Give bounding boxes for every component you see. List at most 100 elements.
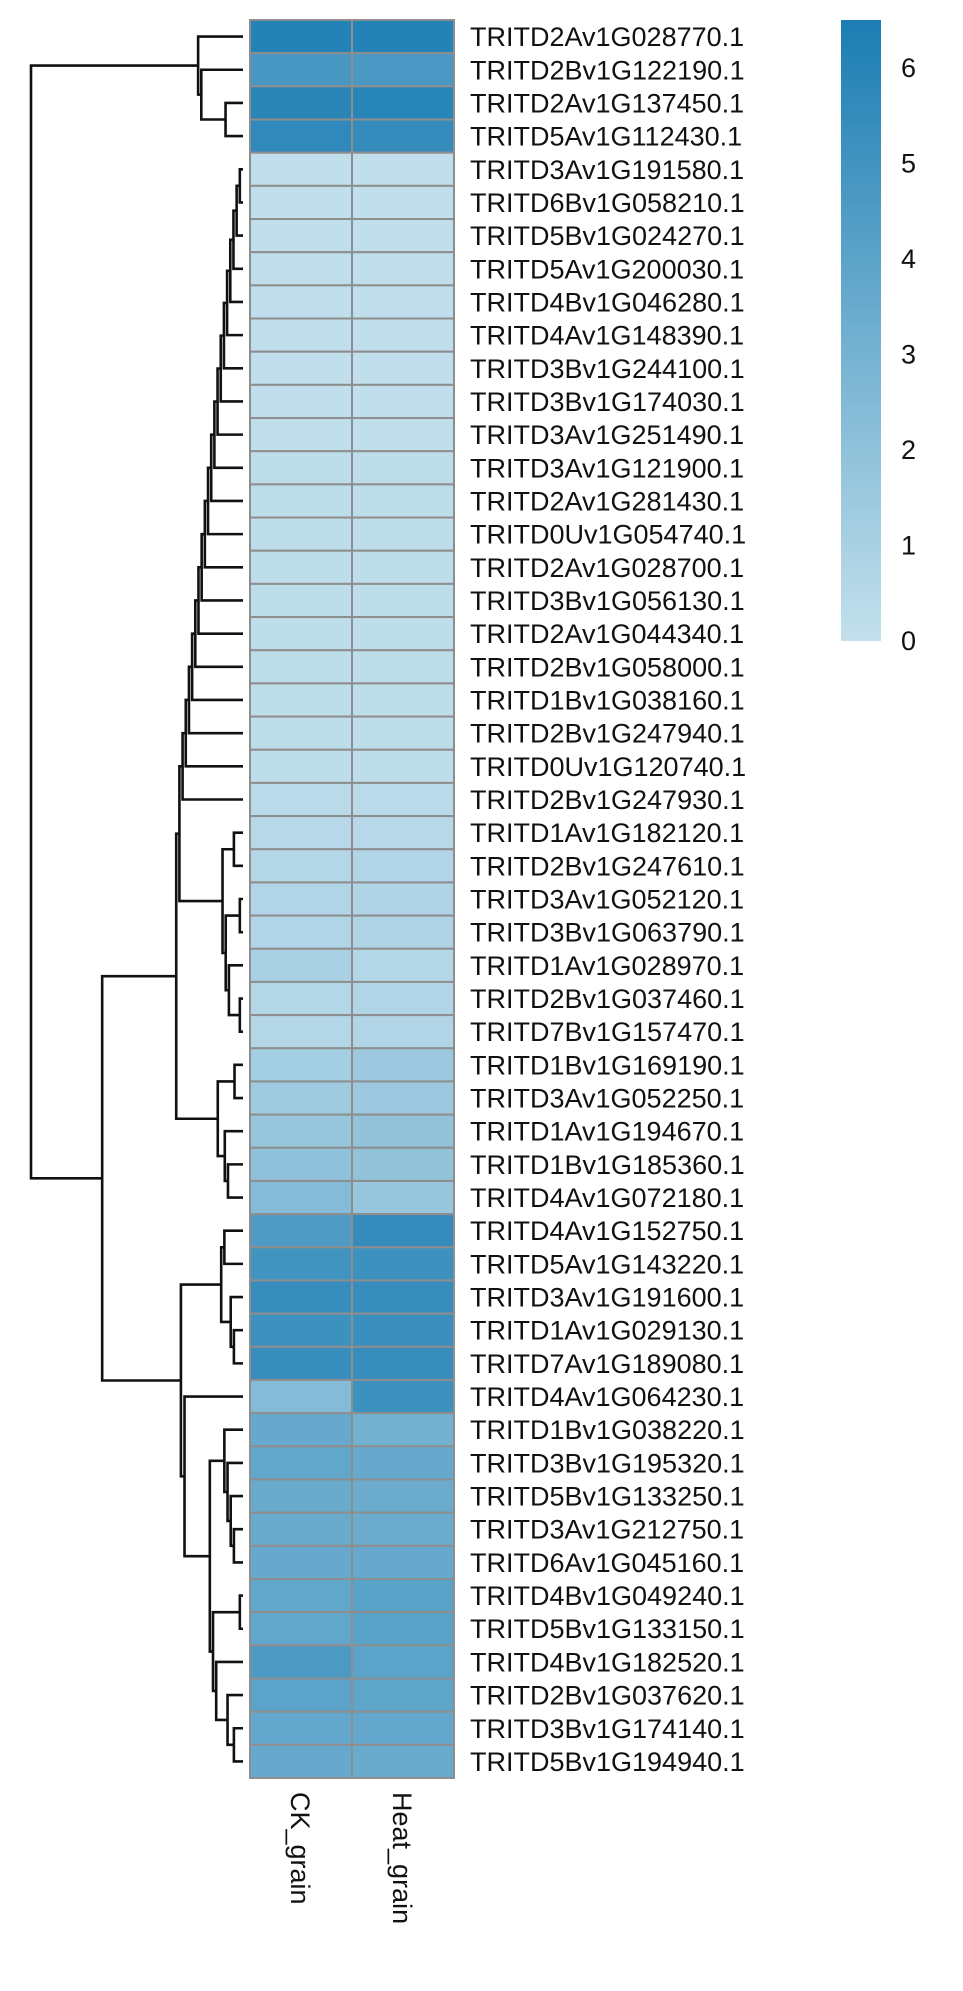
heatmap-cell <box>249 85 353 121</box>
heatmap-cell <box>249 184 353 221</box>
row-label: TRITD1Av1G194670.1 <box>470 1117 744 1147</box>
dendrogram-branch <box>229 1494 243 1548</box>
row-dendrogram <box>29 35 243 1763</box>
heatmap-cell <box>351 781 455 818</box>
heatmap-cell <box>351 1644 455 1680</box>
legend-tick-label: 2 <box>901 435 916 465</box>
heatmap-cell <box>351 1014 455 1050</box>
row-label: TRITD3Bv1G174140.1 <box>470 1714 745 1744</box>
row-label: TRITD4Av1G152750.1 <box>470 1216 744 1246</box>
row-labels: TRITD2Av1G028770.1TRITD2Bv1G122190.1TRIT… <box>470 22 746 1777</box>
dendrogram-branch <box>179 1283 222 1478</box>
heatmap-cell <box>249 815 353 851</box>
dendrogram-branch <box>232 831 243 868</box>
row-label: TRITD3Bv1G244100.1 <box>470 354 745 384</box>
heatmap-cell <box>351 649 455 685</box>
heatmap-cell <box>249 1113 353 1149</box>
heatmap-cell <box>351 1577 455 1614</box>
heatmap-cells <box>249 19 455 1780</box>
heatmap-cell <box>249 317 353 353</box>
row-label: TRITD3Bv1G174030.1 <box>470 387 745 417</box>
heatmap-cell <box>351 52 455 88</box>
heatmap-cell <box>249 1312 353 1348</box>
heatmap-cell <box>351 383 455 420</box>
row-label: TRITD4Av1G064230.1 <box>470 1382 744 1412</box>
dendrogram-branch <box>238 167 243 204</box>
heatmap-cell <box>249 1445 353 1481</box>
dendrogram-branch <box>238 1594 243 1631</box>
dendrogram-branch <box>227 964 243 1017</box>
heatmap-cell <box>351 549 455 585</box>
row-label: TRITD3Av1G212750.1 <box>470 1515 744 1545</box>
heatmap-cell <box>249 284 353 320</box>
row-label: TRITD5Av1G112430.1 <box>470 122 742 152</box>
heatmap-cell <box>351 1047 455 1083</box>
heatmap-cell <box>249 516 353 552</box>
heatmap-cell <box>351 1478 455 1514</box>
legend-tick-label: 1 <box>901 530 916 560</box>
heatmap-cell <box>351 317 455 353</box>
heatmap-cell <box>351 1179 455 1216</box>
heatmap-cell <box>249 1577 353 1614</box>
dendrogram-branch <box>200 68 243 121</box>
dendrogram-branch <box>214 1660 243 1722</box>
heatmap-cell <box>351 1113 455 1149</box>
heatmap-cell <box>249 1412 353 1448</box>
row-label: TRITD2Bv1G247610.1 <box>470 851 745 881</box>
row-label: TRITD5Bv1G194940.1 <box>470 1747 745 1777</box>
heatmap-cell <box>351 516 455 552</box>
row-label: TRITD3Av1G251490.1 <box>470 420 744 450</box>
heatmap-cell <box>249 1611 353 1647</box>
row-label: TRITD2Bv1G122190.1 <box>470 55 745 85</box>
dendrogram-branch <box>208 1459 225 1653</box>
heatmap-cell <box>351 1378 455 1415</box>
heatmap-cell <box>351 1312 455 1348</box>
row-label: TRITD5Av1G200030.1 <box>470 254 744 284</box>
row-label: TRITD2Bv1G037460.1 <box>470 984 745 1014</box>
row-label: TRITD0Uv1G054740.1 <box>470 520 746 550</box>
row-label: TRITD0Uv1G120740.1 <box>470 752 746 782</box>
heatmap-cell <box>351 1710 455 1746</box>
heatmap-cell <box>249 1644 353 1680</box>
heatmap-cell <box>351 1412 455 1448</box>
heatmap-cell <box>249 1146 353 1182</box>
row-label: TRITD2Av1G044340.1 <box>470 619 744 649</box>
heatmap-cell <box>351 616 455 652</box>
heatmap-cell <box>351 881 455 917</box>
dendrogram-branch <box>238 897 243 934</box>
row-label: TRITD2Bv1G058000.1 <box>470 652 745 682</box>
legend-tick-label: 4 <box>901 244 916 274</box>
dendrogram-branch <box>29 64 199 1180</box>
row-label: TRITD3Av1G121900.1 <box>470 453 744 483</box>
heatmap-cell <box>351 1743 455 1780</box>
row-label: TRITD4Av1G072180.1 <box>470 1183 744 1213</box>
heatmap-cell <box>351 914 455 950</box>
dendrogram-branch <box>238 997 243 1033</box>
heatmap-cell <box>351 1279 455 1315</box>
row-label: TRITD4Bv1G049240.1 <box>470 1581 745 1611</box>
heatmap-cell <box>249 715 353 751</box>
heatmap-cell <box>351 748 455 784</box>
heatmap-cell <box>351 417 455 453</box>
heatmap-cell <box>351 350 455 386</box>
row-label: TRITD7Av1G189080.1 <box>470 1349 744 1379</box>
heatmap-cell <box>351 1246 455 1282</box>
heatmap-cell <box>351 483 455 519</box>
heatmap-cell <box>249 980 353 1017</box>
row-label: TRITD1Av1G028970.1 <box>470 951 744 981</box>
row-label: TRITD5Bv1G024270.1 <box>470 221 745 251</box>
heatmap-cell <box>249 947 353 983</box>
heatmap-cell <box>351 1677 455 1713</box>
heatmap-cell <box>249 748 353 784</box>
heatmap-cell <box>249 1378 353 1415</box>
heatmap-cell <box>249 682 353 718</box>
heatmap-cell <box>351 1146 455 1182</box>
row-label: TRITD2Av1G137450.1 <box>470 88 744 118</box>
heatmap-cell <box>249 483 353 519</box>
row-label: TRITD3Bv1G056130.1 <box>470 586 745 616</box>
heatmap-cell <box>351 1445 455 1481</box>
heatmap-cell <box>249 417 353 453</box>
color-legend: 0 1 2 3 4 5 6 <box>841 20 916 656</box>
dendrogram-branch <box>174 832 218 1121</box>
dendrogram-branch <box>224 101 243 138</box>
